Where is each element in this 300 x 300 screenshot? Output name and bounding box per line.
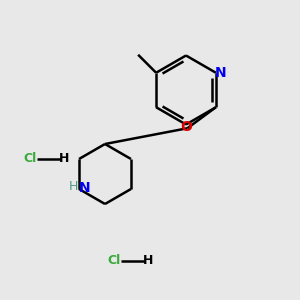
Text: N: N	[214, 66, 226, 80]
Text: N: N	[79, 181, 90, 194]
Text: O: O	[180, 120, 192, 134]
Text: H: H	[69, 179, 78, 193]
Text: Cl: Cl	[107, 254, 121, 268]
Text: H: H	[59, 152, 70, 166]
Text: H: H	[143, 254, 154, 268]
Text: Cl: Cl	[23, 152, 37, 166]
